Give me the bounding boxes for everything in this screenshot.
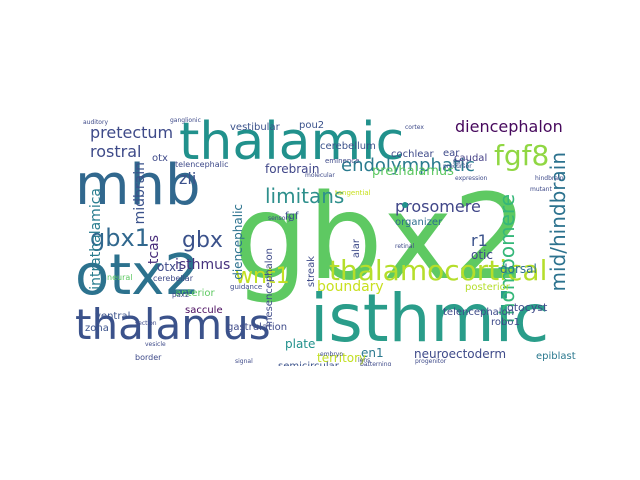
cloud-word: pretectum	[90, 123, 174, 142]
cloud-word: robo1	[491, 317, 520, 328]
cloud-word: border	[135, 353, 162, 362]
cloud-word: telencephalic	[175, 160, 229, 169]
cloud-word: limitans	[265, 184, 345, 208]
cloud-word: thalamus	[75, 300, 271, 349]
cloud-word: mutant	[530, 186, 552, 193]
cloud-word: lens	[358, 357, 371, 364]
cloud-word: cochlear	[391, 149, 434, 160]
cloud-word: otic	[471, 248, 493, 262]
cloud-word: telencephalon	[443, 307, 515, 318]
cloud-word: mhb	[75, 153, 201, 218]
cloud-word: otx2	[75, 243, 200, 308]
cloud-word: vestibular	[230, 122, 280, 133]
cloud-word: fgf17	[453, 159, 469, 166]
cloud-word: hindbrain	[535, 175, 564, 182]
cloud-word: thalamic	[179, 116, 405, 172]
cloud-word: midbrain	[132, 162, 148, 225]
cloud-word: cerebellum	[320, 141, 376, 152]
cloud-word: otx1	[157, 260, 184, 274]
cloud-word: expression	[455, 175, 488, 182]
cloud-word: thalamocortical	[329, 254, 548, 287]
cloud-word: progenitor	[415, 358, 447, 365]
cloud-word: streak	[306, 256, 317, 288]
cloud-word: saccule	[185, 305, 223, 316]
cloud-word: pou2	[299, 120, 325, 131]
cloud-word: retinal	[395, 243, 415, 250]
cloud-word: cortex	[405, 124, 424, 131]
cloud-word: fgf	[285, 211, 299, 222]
cloud-word: tangential	[335, 189, 371, 197]
cloud-word: auditory	[83, 119, 108, 126]
cloud-word: tcas	[146, 235, 162, 265]
cloud-word: organizer	[395, 217, 443, 228]
cloud-word: isthmus	[175, 257, 231, 273]
cloud-word: diencephalic	[231, 204, 245, 280]
cloud-word: posterior	[465, 282, 510, 293]
cloud-word: wnt1	[235, 264, 290, 289]
cloud-word: neuroectoderm	[414, 347, 507, 361]
dot-mark	[402, 202, 408, 208]
cloud-word: plate	[285, 337, 316, 351]
cloud-word: ear	[443, 148, 460, 159]
cloud-word: ventral	[95, 311, 131, 322]
cloud-word: caudal	[454, 153, 488, 164]
cloud-word: zona	[85, 323, 109, 334]
cloud-word: mesencephalon	[264, 248, 275, 328]
cloud-word: endolymphatic	[341, 155, 475, 176]
cloud-word: section	[135, 320, 157, 327]
cloud-word: semicircular	[278, 362, 339, 367]
cloud-word: forebrain	[265, 162, 320, 176]
cloud-word: ganglionic	[170, 117, 201, 124]
cloud-word: boundary	[317, 279, 384, 295]
cloud-word: eminence	[325, 157, 360, 165]
cloud-word: prethalamus	[372, 164, 454, 179]
cloud-word: diencephalon	[455, 117, 563, 136]
cloud-word: en1	[361, 346, 384, 360]
cloud-word: precursor	[443, 163, 472, 170]
cloud-word: epiblast	[536, 351, 576, 362]
cloud-word: signal	[235, 358, 253, 365]
cloud-word: patterning	[360, 361, 392, 367]
cloud-word: embryo	[320, 351, 344, 358]
cloud-word: pax2	[172, 291, 190, 299]
cloud-word: gbx2	[233, 168, 528, 306]
cloud-word: prosomere	[395, 197, 481, 216]
cloud-word: isthmic	[310, 280, 550, 357]
cloud-word: vesicle	[145, 341, 166, 348]
cloud-word: guidance	[230, 283, 263, 291]
cloud-word: alar	[351, 239, 362, 259]
cloud-word: cerebellar	[153, 274, 193, 283]
cloud-word: gastrulation	[227, 322, 288, 333]
cloud-word: fgf8	[494, 139, 550, 172]
cloud-word: intrathalamica	[88, 188, 104, 290]
word-cloud: gbx2 isthmic thalamic mhb otx2 thalamus thalam…	[75, 116, 580, 366]
cloud-word: anterior	[175, 288, 215, 299]
cloud-word: rostral	[90, 142, 142, 161]
cloud-word: zli	[179, 169, 197, 188]
cloud-word: gbx1	[90, 224, 150, 252]
cloud-word: mid/hindbrain	[546, 152, 570, 292]
cloud-word: r1	[471, 231, 488, 250]
cloud-word: otx	[152, 153, 168, 164]
cloud-word: sensory	[268, 215, 292, 222]
cloud-word: territory	[317, 351, 367, 365]
cloud-word: neural	[107, 273, 133, 282]
cloud-word: molecular	[305, 172, 335, 179]
cloud-word: dorsal	[500, 262, 537, 276]
cloud-word: gbx	[182, 228, 223, 253]
cloud-word: otocyst	[507, 301, 548, 314]
